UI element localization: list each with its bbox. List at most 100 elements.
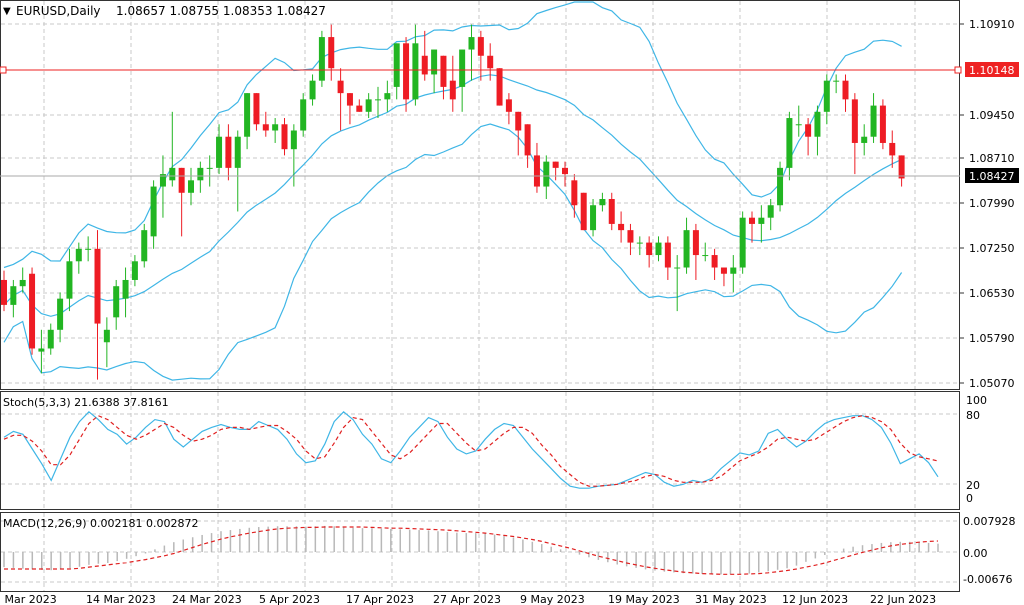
time-tick: 5 Apr 2023 xyxy=(259,593,320,605)
bull-candle xyxy=(683,217,690,274)
bull-candle xyxy=(234,130,241,212)
candle-body xyxy=(281,124,288,150)
candle-body xyxy=(879,105,886,143)
bull-candle xyxy=(758,205,765,243)
bear-candle xyxy=(1,270,7,312)
candle-body xyxy=(122,279,129,299)
candle-body xyxy=(739,217,746,268)
symbol-menu-arrow[interactable]: ▼ xyxy=(3,6,11,17)
time-tick: 22 Jun 2023 xyxy=(870,593,936,605)
bull-candle xyxy=(159,155,166,218)
candle-body xyxy=(346,93,353,106)
bull-candle xyxy=(131,255,138,287)
candle-body xyxy=(131,261,138,280)
bull-candle xyxy=(272,118,279,143)
bull-candle xyxy=(216,124,223,175)
candle-body xyxy=(403,43,410,100)
bear-candle xyxy=(562,161,568,187)
symbol-timeframe: EURUSD,Daily xyxy=(16,4,101,18)
bull-candle xyxy=(795,105,802,137)
ohlc-values: 1.08657 1.08755 1.08353 1.08427 xyxy=(116,4,326,18)
candle-body xyxy=(272,124,279,131)
macd-tick: -0.00676 xyxy=(963,573,1012,586)
bear-candle xyxy=(328,24,335,81)
candle-body xyxy=(113,286,120,318)
bull-candle xyxy=(38,329,45,374)
candle-body xyxy=(814,111,821,137)
bull-candle xyxy=(57,292,64,343)
stoch-tick: 20 xyxy=(966,479,980,492)
candle-body xyxy=(85,248,92,250)
bull-candle xyxy=(122,267,129,318)
bear-candle xyxy=(356,99,363,112)
candle-body xyxy=(57,298,64,330)
candle-body xyxy=(805,124,812,137)
bear-candle xyxy=(403,37,410,112)
bull-candle xyxy=(188,167,194,206)
bear-candle xyxy=(505,93,512,125)
candlestick-series[interactable] xyxy=(1,24,905,380)
time-tick: 14 Mar 2023 xyxy=(86,593,156,605)
candle-body xyxy=(412,43,419,100)
bull-candle xyxy=(870,93,877,143)
macd-tick: 0.007928 xyxy=(963,515,1016,528)
bull-candle xyxy=(300,93,307,137)
price-tick: 1.07250 xyxy=(969,242,1015,255)
candle-body xyxy=(337,80,344,94)
candle-body xyxy=(515,111,522,131)
time-axis: 2 Mar 2023 14 Mar 2023 24 Mar 2023 5 Apr… xyxy=(0,593,936,605)
candle-body xyxy=(290,130,297,150)
price-tick: 1.10910 xyxy=(969,18,1015,31)
bull-candle xyxy=(141,223,148,268)
axis-tick-marks xyxy=(960,23,964,384)
bear-candle xyxy=(449,55,456,112)
candle-body xyxy=(749,217,755,224)
bear-candle xyxy=(225,124,232,181)
hline-right-handle[interactable] xyxy=(954,66,962,74)
candle-body xyxy=(823,80,830,112)
candle-body xyxy=(711,255,718,268)
bull-candle xyxy=(767,199,774,231)
price-tick: 1.08710 xyxy=(969,152,1015,165)
bear-candle xyxy=(178,167,185,237)
candle-body xyxy=(262,124,269,131)
hline-left-handle[interactable] xyxy=(0,66,7,74)
candle-body xyxy=(459,49,466,87)
price-pane-frame xyxy=(0,0,960,390)
candle-body xyxy=(524,124,531,156)
bull-candle xyxy=(777,161,784,212)
bear-candle xyxy=(496,68,503,106)
candle-body xyxy=(66,261,73,299)
candle-body xyxy=(328,37,335,69)
bull-candle xyxy=(459,49,466,112)
bear-candle xyxy=(851,93,858,175)
bear-candle xyxy=(421,30,428,81)
bull-candle xyxy=(468,24,475,81)
candle-body xyxy=(692,230,699,256)
bull-candle xyxy=(412,24,419,106)
bull-candle xyxy=(113,279,120,330)
candle-body xyxy=(38,348,45,352)
candle-body xyxy=(477,37,484,56)
stoch-signal-line xyxy=(3,415,939,487)
bull-candle xyxy=(823,74,830,125)
bear-candle xyxy=(618,211,625,243)
bull-candle xyxy=(730,255,737,293)
bull-candle xyxy=(365,93,372,119)
stoch-main-line xyxy=(3,410,939,489)
bull-candle xyxy=(655,236,662,262)
bull-candle xyxy=(814,105,821,156)
price-tick: 1.05070 xyxy=(969,377,1015,390)
bull-candle xyxy=(702,242,709,262)
candle-body xyxy=(590,205,597,231)
candle-body xyxy=(440,55,447,87)
candle-body xyxy=(253,93,260,125)
macd-indicator-label: MACD(12,26,9) 0.002181 0.002872 xyxy=(3,517,199,530)
time-tick: 2 Mar 2023 xyxy=(0,593,57,605)
candle-body xyxy=(702,255,709,257)
candle-body xyxy=(300,99,307,131)
bull-candle xyxy=(599,192,606,212)
bear-candle xyxy=(720,267,727,287)
hline-price-label-box xyxy=(965,62,1019,77)
